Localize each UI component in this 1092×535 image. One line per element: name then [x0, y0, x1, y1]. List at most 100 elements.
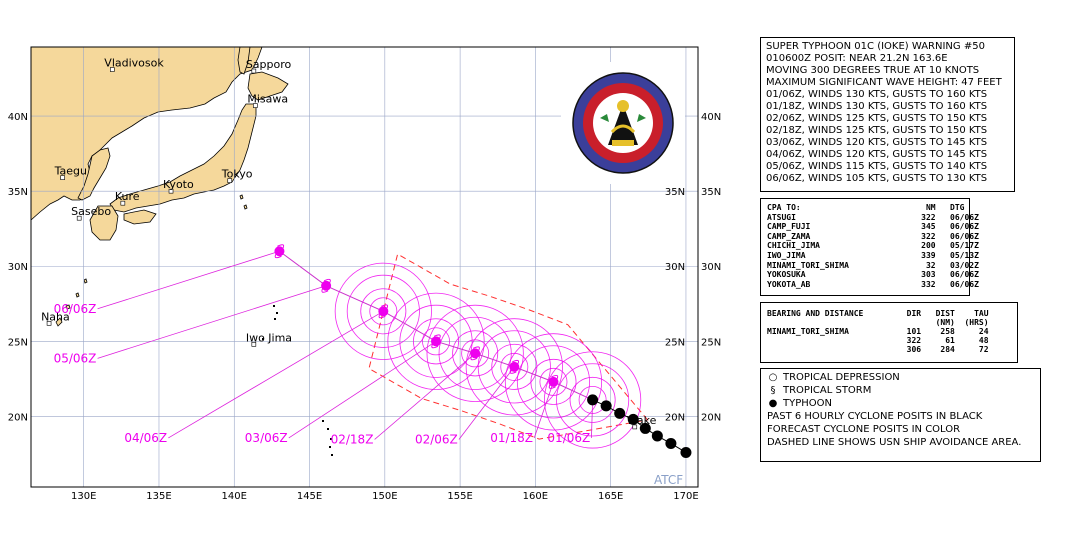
city-label: Sapporo — [246, 58, 292, 71]
past-position-marker — [680, 446, 692, 458]
sakhalin — [237, 47, 251, 75]
storm-symbol-arm — [277, 244, 285, 250]
past-position-marker — [614, 407, 626, 419]
axis-labels: 130E 135E 140E 145E 150E 155E 160E 165E 170E 20N 2… — [8, 112, 721, 502]
forecast-time-label: 03/06Z — [245, 431, 288, 445]
label-leader-line — [288, 341, 437, 439]
city-label: Wake — [627, 414, 657, 427]
lat-label-left: 40N — [8, 112, 28, 123]
forecast-time-labels: 06/06Z 05/06Z 04/06Z 03/06Z 02/18Z 02/06Z 01/1… — [54, 302, 591, 447]
storm-symbol-arm — [381, 304, 389, 310]
forecast-position-marker — [378, 306, 389, 317]
warning-line: 03/06Z, WINDS 120 KTS, GUSTS TO 145 KTS — [766, 137, 988, 148]
wind-radius-ring — [438, 316, 512, 390]
warning-box: SUPER TYPHOON 01C (IOKE) WARNING #50 0106… — [760, 37, 1015, 192]
label-leader-line — [591, 399, 594, 438]
legend-note: DASHED LINE SHOWS USN SHIP AVOIDANCE ARE… — [767, 437, 1022, 448]
past-position-marker — [627, 413, 639, 425]
past-position-marker — [600, 400, 612, 412]
wind-radius-ring — [504, 333, 603, 431]
lat-label-left: 35N — [8, 187, 28, 198]
city-marker — [46, 321, 52, 326]
lon-label: 150E — [372, 491, 397, 502]
cpa-row: ATSUGI 322 06/06Z — [767, 212, 979, 222]
lon-label: 135E — [146, 491, 171, 502]
bearing-header: BEARING AND DISTANCE DIR DIST TAU — [767, 309, 989, 318]
city-marker — [253, 103, 258, 108]
honshu — [109, 103, 257, 213]
city-label: Kyoto — [163, 178, 194, 191]
lat-label-inner: 25N — [665, 337, 685, 348]
tropical-cyclone-map: 20N 25N 30N 35N 40N Vladivosok Sapporo Misawa T… — [8, 46, 721, 502]
legend-label: TYPHOON — [783, 398, 832, 409]
forecast-position-marker — [321, 280, 332, 291]
bearing-table: BEARING AND DISTANCE DIR DIST TAU (NM) (… — [767, 309, 1017, 354]
bearing-distance-box: BEARING AND DISTANCE DIR DIST TAU (NM) (… — [760, 302, 1018, 363]
city-label: Vladivosok — [104, 57, 164, 70]
wind-radius-ring — [516, 345, 590, 419]
warning-line: MAXIMUM SIGNIFICANT WAVE HEIGHT: 47 FEET — [766, 77, 1002, 88]
city-marker — [251, 342, 257, 347]
lon-label: 140E — [222, 491, 247, 502]
legend-item: ○ TROPICAL DEPRESSION — [767, 371, 1040, 384]
lat-label-left: 25N — [8, 337, 28, 348]
bearing-row: 322 61 48 — [767, 336, 989, 345]
legend-item: ● TYPHOON — [767, 397, 1040, 410]
forecast-position-marker — [470, 348, 481, 359]
warning-line: 02/18Z, WINDS 125 KTS, GUSTS TO 150 KTS — [766, 125, 988, 136]
past-position-marker — [651, 430, 663, 442]
warning-line: 05/06Z, WINDS 115 KTS, GUSTS TO 140 KTS — [766, 161, 988, 172]
wind-radius-ring — [360, 288, 407, 335]
wind-radius-ring — [346, 274, 420, 348]
cpa-row: CAMP_FUJI 345 06/06Z — [767, 222, 979, 232]
cpa-table: CPA TO: NM DTG ATSUGI 322 06/06Z CAMP_FUJI… — [767, 203, 979, 289]
wind-radius-ring — [491, 343, 538, 390]
lon-label: 155E — [447, 491, 472, 502]
storm-symbol-arm — [548, 383, 556, 389]
warning-text: SUPER TYPHOON 01C (IOKE) WARNING #50 0106… — [766, 41, 1014, 185]
wind-radius-ring — [569, 376, 616, 423]
forecast-position-marker — [509, 361, 520, 372]
lat-label-inner: 35N — [665, 187, 685, 198]
bearing-row: 306 284 72 — [767, 345, 989, 354]
hokkaido — [247, 71, 289, 101]
lon-label: 170E — [673, 491, 698, 502]
forecast-position-marker — [548, 376, 559, 387]
korean-peninsula — [77, 147, 111, 201]
land-masses — [31, 47, 289, 327]
map-frame — [30, 46, 699, 488]
wind-radius-ring — [334, 262, 432, 360]
cpa-row: YOKOTA_AB 332 06/06Z — [767, 279, 979, 289]
wind-radius-ring — [369, 297, 398, 326]
wind-radius-ring — [461, 339, 490, 368]
forecast-time-label: 01/18Z — [490, 431, 533, 445]
city-label: Iwo Jima — [246, 331, 292, 344]
city-label: Sasebo — [71, 205, 111, 218]
warning-line: 010600Z POSIT: NEAR 21.2N 163.6E — [766, 53, 948, 64]
storm-symbol-arm — [433, 334, 441, 340]
forecast-track-line — [279, 250, 593, 401]
wind-radius-ring — [426, 304, 524, 402]
depression-icon: ○ — [768, 372, 778, 383]
forecast-time-label: 04/06Z — [124, 431, 167, 445]
izu-islands — [239, 194, 248, 210]
legend-box: ○ TROPICAL DEPRESSION § TROPICAL STORM ● TYPH… — [760, 368, 1041, 462]
storm-symbol-arm — [472, 346, 480, 352]
lat-label-inner: 20N — [665, 412, 685, 423]
wind-radius-ring — [399, 304, 473, 378]
city-marker — [120, 200, 126, 206]
city-label: Tokyo — [221, 168, 253, 181]
legend-note: FORECAST CYCLONE POSITS IN COLOR — [767, 424, 961, 435]
wind-radius-ring — [413, 318, 460, 365]
label-leader-line — [533, 381, 554, 439]
past-position-marker — [665, 437, 677, 449]
cpa-row: IWO_JIMA 339 05/13Z — [767, 250, 979, 260]
lat-label-right: 30N — [701, 262, 721, 273]
warning-line: 04/06Z, WINDS 120 KTS, GUSTS TO 145 KTS — [766, 149, 988, 160]
storm-symbol-arm — [378, 313, 386, 319]
lon-label: 165E — [598, 491, 623, 502]
forecast-position-marker — [431, 336, 442, 347]
wind-radius-ring — [500, 352, 529, 381]
forecast-position-marker — [274, 246, 285, 257]
lat-label-inner: 30N — [665, 262, 685, 273]
